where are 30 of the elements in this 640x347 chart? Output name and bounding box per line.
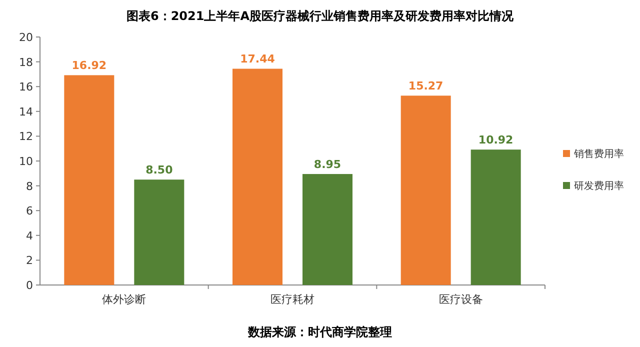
bar [64,75,114,285]
data-label: 8.50 [146,164,174,177]
y-tick-label: 10 [19,155,33,168]
y-tick-label: 20 [19,31,33,44]
y-tick-label: 2 [26,254,33,268]
chart-title: 图表6：2021上半年A股医疗器械行业销售费用率及研发费用率对比情况 [126,9,515,23]
y-tick-label: 18 [19,56,33,69]
y-tick-label: 14 [19,105,33,118]
data-label: 16.92 [72,59,107,72]
bar [302,174,352,285]
legend-label: 研发费用率 [574,180,624,192]
y-tick-label: 4 [26,229,33,242]
bar [232,68,282,285]
y-tick-label: 0 [26,279,33,292]
y-tick-label: 6 [26,204,33,218]
data-label: 10.92 [478,134,514,147]
y-tick-label: 12 [19,130,33,144]
x-tick-label: 体外诊断 [102,293,146,306]
x-tick-label: 医疗设备 [438,293,483,306]
x-tick-label: 医疗耗材 [270,293,314,306]
bar [470,150,521,285]
source-note: 数据来源：时代商学院整理 [247,325,392,339]
data-label: 8.95 [314,158,342,172]
data-label: 17.44 [240,52,276,66]
y-tick-label: 8 [26,180,33,193]
legend-label: 销售费用率 [573,148,624,160]
data-label: 15.27 [408,80,444,93]
bar [134,180,184,285]
y-tick-label: 16 [19,80,33,94]
bar [400,96,451,285]
